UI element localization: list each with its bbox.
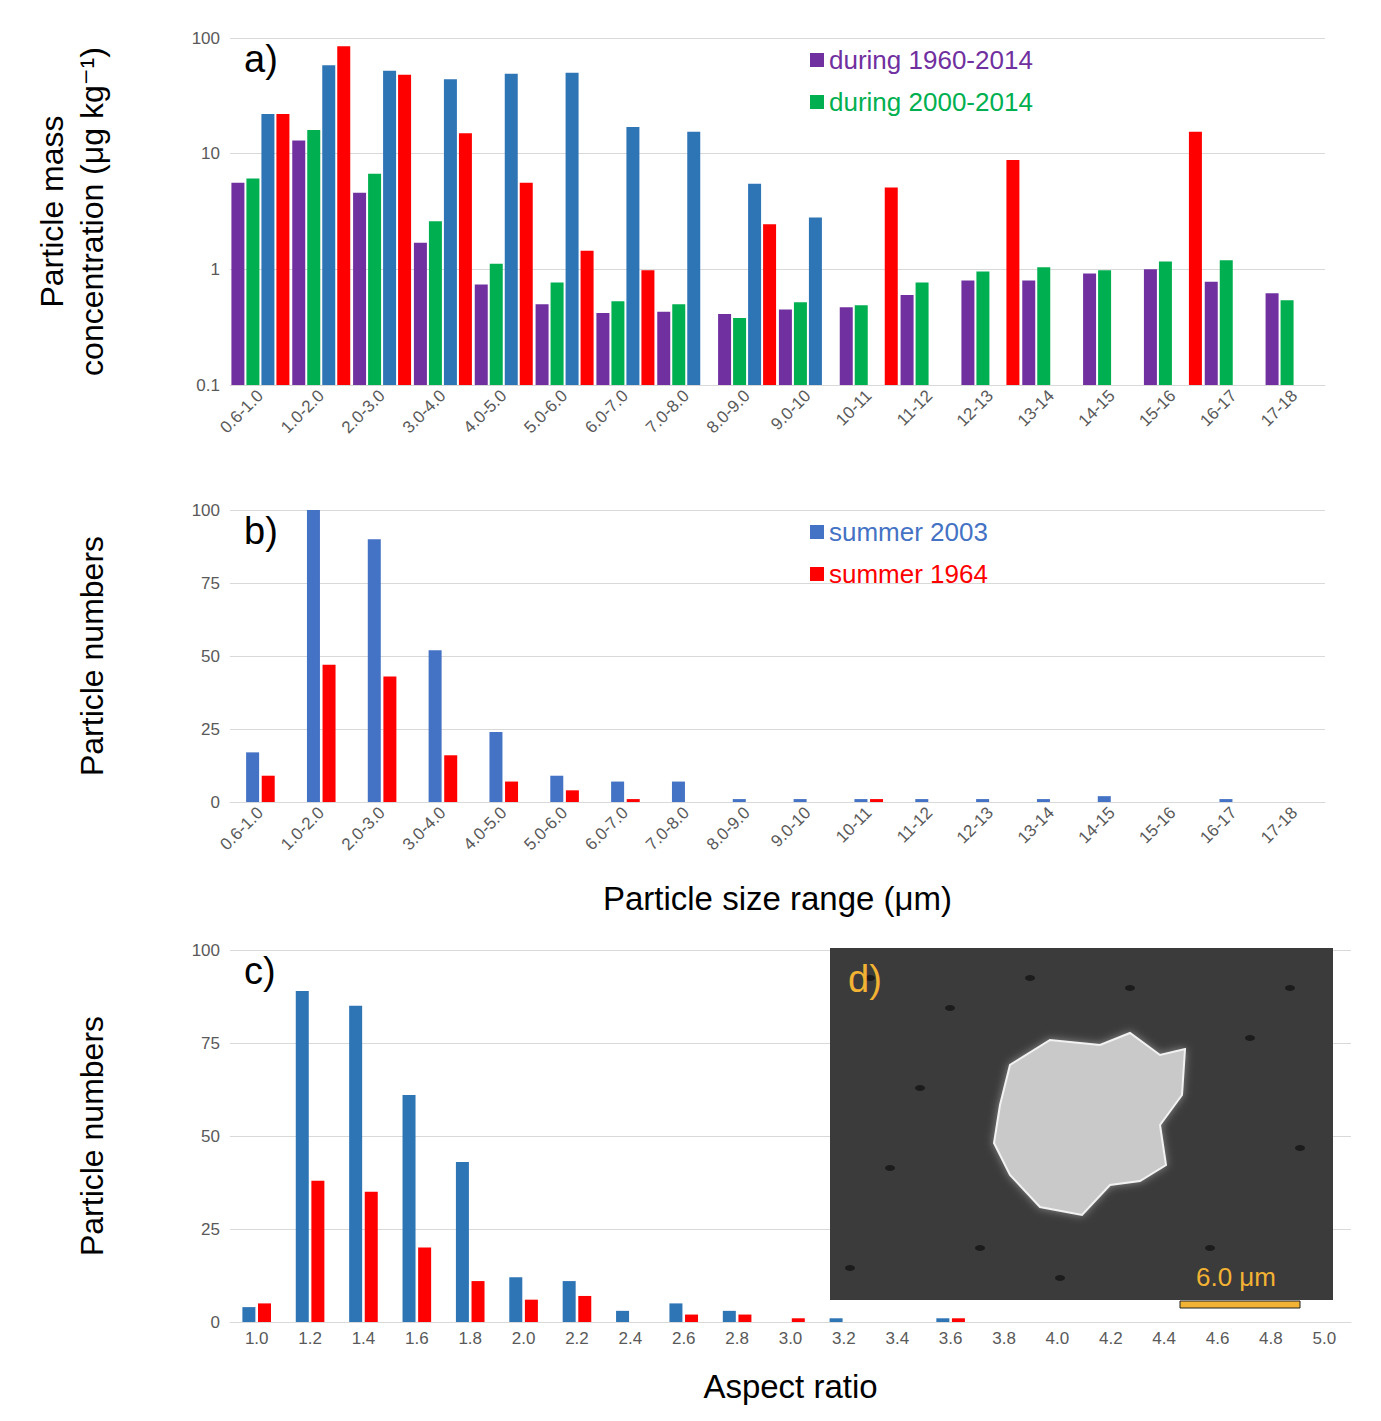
svg-text:7.0-8.0: 7.0-8.0 [642, 803, 693, 854]
svg-text:1.6: 1.6 [405, 1329, 429, 1348]
svg-text:3.6: 3.6 [939, 1329, 963, 1348]
svg-text:6.0-7.0: 6.0-7.0 [581, 386, 632, 437]
svg-text:2.2: 2.2 [565, 1329, 589, 1348]
svg-text:1.8: 1.8 [458, 1329, 482, 1348]
svg-text:4.0-5.0: 4.0-5.0 [460, 386, 511, 437]
svg-text:3.0: 3.0 [779, 1329, 803, 1348]
svg-text:15-16: 15-16 [1135, 803, 1179, 847]
svg-text:5.0: 5.0 [1312, 1329, 1336, 1348]
svg-text:25: 25 [201, 1220, 220, 1239]
svg-text:b): b) [244, 510, 278, 552]
svg-text:6.0 μm: 6.0 μm [1196, 1262, 1276, 1292]
svg-text:9.0-10: 9.0-10 [767, 386, 814, 433]
svg-text:0.6-1.0: 0.6-1.0 [216, 386, 267, 437]
svg-text:3.4: 3.4 [885, 1329, 909, 1348]
svg-text:16-17: 16-17 [1196, 803, 1240, 847]
svg-text:11-12: 11-12 [893, 803, 936, 846]
svg-text:3.8: 3.8 [992, 1329, 1016, 1348]
svg-text:1: 1 [211, 260, 220, 279]
svg-text:50: 50 [201, 647, 220, 666]
svg-text:1.0: 1.0 [245, 1329, 269, 1348]
svg-text:summer 2003: summer 2003 [829, 517, 988, 547]
svg-text:5.0-6.0: 5.0-6.0 [520, 386, 571, 437]
svg-text:4.2: 4.2 [1099, 1329, 1123, 1348]
svg-text:100: 100 [192, 501, 220, 520]
svg-text:2.8: 2.8 [725, 1329, 749, 1348]
svg-text:0: 0 [211, 793, 220, 812]
svg-text:1.4: 1.4 [352, 1329, 376, 1348]
svg-text:13-14: 13-14 [1014, 386, 1058, 430]
svg-text:2.4: 2.4 [619, 1329, 643, 1348]
svg-text:10-11: 10-11 [832, 803, 875, 846]
svg-text:9.0-10: 9.0-10 [767, 803, 814, 850]
svg-text:5.0-6.0: 5.0-6.0 [520, 803, 571, 854]
svg-text:Aspect ratio: Aspect ratio [703, 1368, 877, 1405]
svg-text:75: 75 [201, 1034, 220, 1053]
svg-text:6.0-7.0: 6.0-7.0 [581, 803, 632, 854]
svg-text:Particle numbers: Particle numbers [74, 1016, 110, 1256]
svg-text:0.1: 0.1 [196, 376, 220, 395]
svg-text:0: 0 [211, 1313, 220, 1332]
svg-text:75: 75 [201, 574, 220, 593]
svg-text:c): c) [244, 950, 276, 992]
svg-text:11-12: 11-12 [893, 386, 936, 429]
svg-text:16-17: 16-17 [1196, 386, 1240, 430]
svg-text:14-15: 14-15 [1075, 803, 1119, 847]
svg-text:100: 100 [192, 941, 220, 960]
svg-text:10: 10 [201, 144, 220, 163]
svg-text:2.0-3.0: 2.0-3.0 [338, 386, 389, 437]
svg-text:12-13: 12-13 [953, 803, 997, 847]
svg-text:1.0-2.0: 1.0-2.0 [277, 386, 328, 437]
svg-text:Particle mass: Particle mass [34, 115, 70, 307]
svg-text:0.6-1.0: 0.6-1.0 [216, 803, 267, 854]
svg-text:2.0: 2.0 [512, 1329, 536, 1348]
svg-text:13-14: 13-14 [1014, 803, 1058, 847]
svg-text:14-15: 14-15 [1075, 386, 1119, 430]
svg-text:Particle size range (μm): Particle size range (μm) [603, 880, 952, 917]
svg-text:8.0-9.0: 8.0-9.0 [703, 386, 754, 437]
svg-text:50: 50 [201, 1127, 220, 1146]
svg-text:concentration (μg kg⁻¹): concentration (μg kg⁻¹) [74, 47, 110, 376]
svg-text:3.2: 3.2 [832, 1329, 856, 1348]
svg-text:25: 25 [201, 720, 220, 739]
svg-text:2.6: 2.6 [672, 1329, 696, 1348]
svg-text:17-18: 17-18 [1257, 803, 1301, 847]
svg-text:4.8: 4.8 [1259, 1329, 1283, 1348]
svg-text:3.0-4.0: 3.0-4.0 [399, 803, 450, 854]
svg-text:17-18: 17-18 [1257, 386, 1301, 430]
svg-text:d): d) [848, 958, 882, 1000]
svg-text:12-13: 12-13 [953, 386, 997, 430]
svg-text:4.4: 4.4 [1152, 1329, 1176, 1348]
svg-text:during 1960-2014: during 1960-2014 [829, 45, 1033, 75]
svg-text:2.0-3.0: 2.0-3.0 [338, 803, 389, 854]
svg-text:15-16: 15-16 [1135, 386, 1179, 430]
svg-text:4.0-5.0: 4.0-5.0 [460, 803, 511, 854]
svg-text:summer 1964: summer 1964 [829, 559, 988, 589]
svg-text:1.0-2.0: 1.0-2.0 [277, 803, 328, 854]
svg-text:Particle numbers: Particle numbers [74, 536, 110, 776]
svg-text:4.6: 4.6 [1206, 1329, 1230, 1348]
svg-text:1.2: 1.2 [298, 1329, 322, 1348]
svg-text:a): a) [244, 38, 278, 80]
svg-text:during 2000-2014: during 2000-2014 [829, 87, 1033, 117]
svg-text:100: 100 [192, 29, 220, 48]
svg-text:10-11: 10-11 [832, 386, 875, 429]
svg-text:4.0: 4.0 [1046, 1329, 1070, 1348]
svg-text:3.0-4.0: 3.0-4.0 [399, 386, 450, 437]
svg-text:7.0-8.0: 7.0-8.0 [642, 386, 693, 437]
svg-text:8.0-9.0: 8.0-9.0 [703, 803, 754, 854]
